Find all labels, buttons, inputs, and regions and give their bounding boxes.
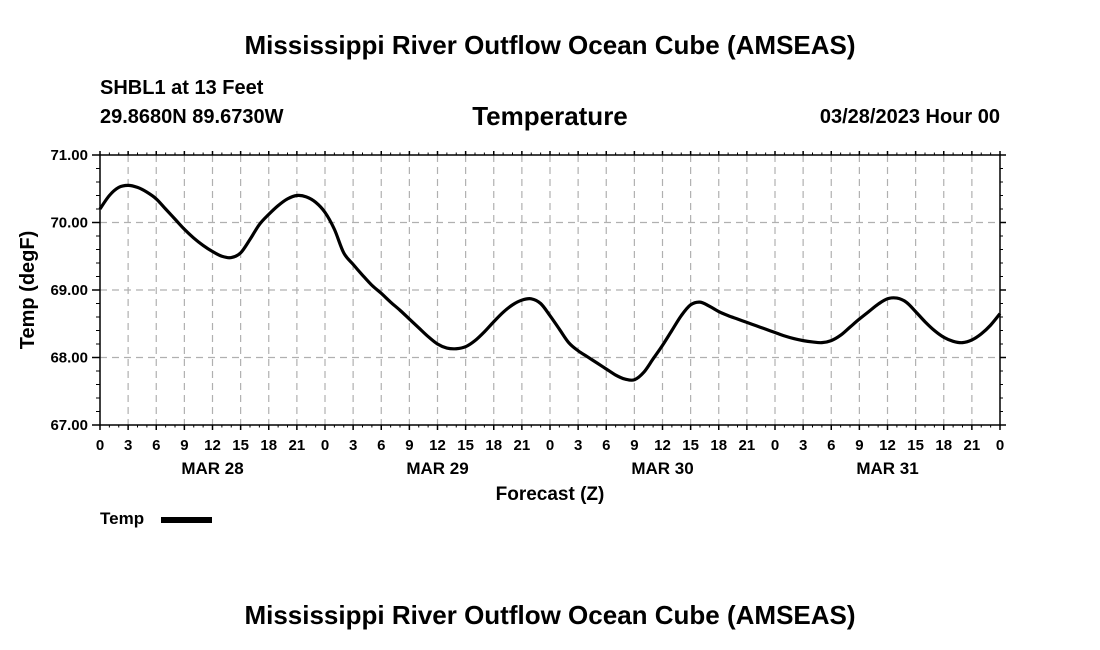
x-tick-label: 12 (204, 437, 221, 454)
x-tick-label: 0 (321, 437, 329, 454)
x-tick-label: 9 (855, 437, 863, 454)
x-tick-label: 3 (574, 437, 582, 454)
x-tick-label: 12 (429, 437, 446, 454)
x-tick-label: 9 (180, 437, 188, 454)
x-tick-label: 6 (377, 437, 385, 454)
x-tick-label: 3 (349, 437, 357, 454)
station-label: SHBL1 at 13 Feet (100, 77, 264, 99)
x-tick-label: 0 (996, 437, 1004, 454)
x-tick-label: 15 (907, 437, 924, 454)
x-tick-label: 6 (827, 437, 835, 454)
x-axis-title: Forecast (Z) (496, 484, 605, 505)
x-tick-label: 12 (654, 437, 671, 454)
x-tick-label: 18 (935, 437, 952, 454)
date-label: 03/28/2023 Hour 00 (819, 106, 1000, 128)
y-tick-label: 69.00 (50, 282, 88, 299)
coordinates-label: 29.8680N 89.6730W (100, 106, 284, 128)
y-axis-title: Temp (degF) (17, 231, 39, 350)
y-tick-label: 67.00 (50, 417, 88, 434)
x-tick-label: 15 (682, 437, 699, 454)
x-tick-label: 0 (546, 437, 554, 454)
temp-series-line (98, 183, 1002, 382)
x-tick-label: 0 (96, 437, 104, 454)
plot-frame (99, 154, 1001, 426)
day-label: MAR 31 (856, 459, 918, 478)
y-tick-label: 71.00 (50, 147, 88, 164)
x-tick-label: 18 (260, 437, 277, 454)
x-tick-label: 9 (405, 437, 413, 454)
x-tick-label: 12 (879, 437, 896, 454)
x-tick-label: 21 (289, 437, 306, 454)
x-tick-label: 3 (124, 437, 132, 454)
day-label: MAR 30 (631, 459, 693, 478)
x-tick-label: 21 (964, 437, 981, 454)
y-tick-label: 68.00 (50, 350, 88, 367)
x-tick-label: 6 (602, 437, 610, 454)
chart-subtitle: Temperature (472, 101, 628, 131)
day-label: MAR 29 (406, 459, 468, 478)
x-tick-label: 9 (630, 437, 638, 454)
x-tick-label: 0 (771, 437, 779, 454)
x-tick-label: 3 (799, 437, 807, 454)
x-tick-label: 21 (739, 437, 756, 454)
y-tick-label: 70.00 (50, 215, 88, 232)
legend-label: Temp (100, 509, 145, 528)
x-tick-label: 15 (232, 437, 249, 454)
x-tick-label: 21 (514, 437, 531, 454)
footer-title: Mississippi River Outflow Ocean Cube (AM… (244, 600, 856, 630)
chart-main-title: Mississippi River Outflow Ocean Cube (AM… (244, 30, 856, 60)
x-tick-label: 18 (485, 437, 502, 454)
x-tick-label: 15 (457, 437, 474, 454)
x-tick-label: 6 (152, 437, 160, 454)
day-label: MAR 28 (181, 459, 243, 478)
legend-swatch (161, 517, 212, 523)
x-tick-label: 18 (710, 437, 727, 454)
